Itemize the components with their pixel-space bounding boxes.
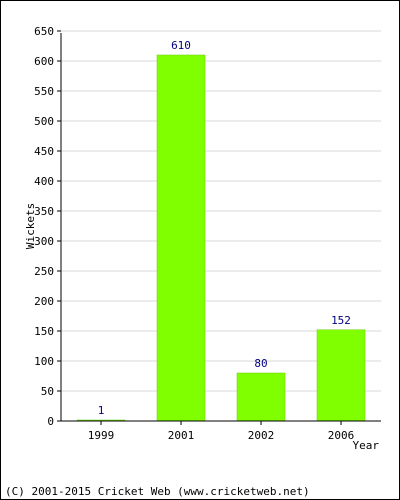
data-labels: 1 610 80 152 [98,39,351,417]
copyright-text: (C) 2001-2015 Cricket Web (www.cricketwe… [5,485,310,498]
y-tick-label: 650 [34,25,54,38]
y-tick-label: 600 [34,55,54,68]
x-tick-label-2002: 2002 [248,429,275,442]
y-tick-label: 400 [34,175,54,188]
x-tick-label-1999: 1999 [88,429,115,442]
y-tick-label: 50 [41,385,54,398]
x-tick-label-2006: 2006 [328,429,355,442]
y-tick-label: 450 [34,145,54,158]
y-tick-label: 550 [34,85,54,98]
y-tick-label: 250 [34,265,54,278]
y-tick-label: 500 [34,115,54,128]
data-label-2002: 80 [254,357,267,370]
bar-2001 [156,54,206,422]
y-tick-label: 350 [34,205,54,218]
data-label-2001: 610 [171,39,191,52]
bar-2002 [236,372,286,422]
bars [76,54,366,422]
y-tick-label: 200 [34,295,54,308]
bar-2006 [316,329,366,422]
y-tick-labels: 0 50 100 150 200 250 300 350 400 450 500 550 600 650 [34,25,61,428]
y-axis-title: Wickets [24,203,37,249]
y-tick-label: 0 [47,415,54,428]
axes [60,33,381,422]
y-tick-label: 150 [34,325,54,338]
x-axis-title: Year [353,439,380,452]
data-label-2006: 152 [331,314,351,327]
x-tick-labels: 1999 2001 2002 2006 [88,421,355,442]
y-tick-label: 300 [34,235,54,248]
grid-lines [61,30,381,392]
x-tick-label-2001: 2001 [168,429,195,442]
data-label-1999: 1 [98,404,105,417]
y-tick-label: 100 [34,355,54,368]
